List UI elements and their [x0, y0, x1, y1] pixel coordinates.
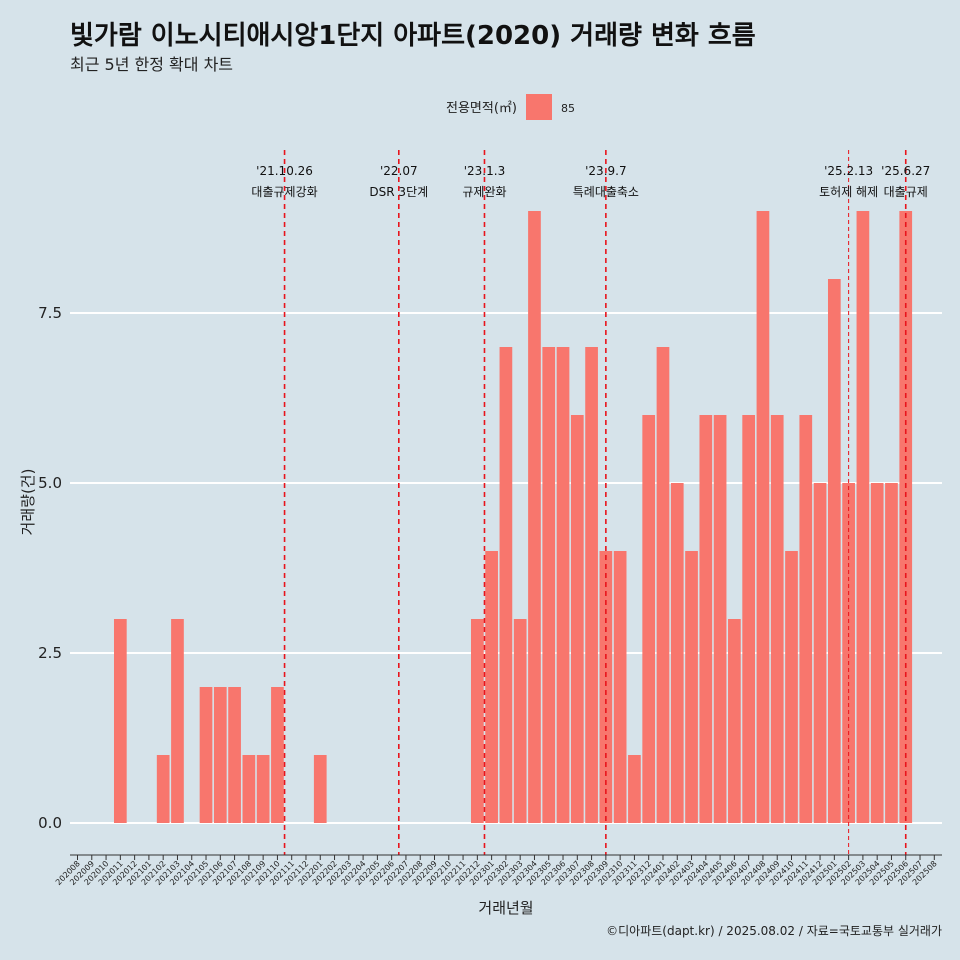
bar-202506: [899, 211, 913, 823]
y-tick-label: 2.5: [38, 644, 62, 662]
bar-202505: [885, 483, 898, 823]
bar-202408: [756, 211, 770, 823]
bar-202406: [728, 619, 741, 823]
bar-202310: [613, 551, 627, 823]
chart-title: 빛가람 이노시티애시앙1단지 아파트(2020) 거래량 변화 흐름: [70, 21, 756, 51]
bar-202407: [742, 415, 756, 823]
y-axis-label: 거래량(건): [19, 469, 37, 536]
bar-202411: [799, 415, 813, 823]
y-tick-label: 5.0: [38, 474, 62, 492]
event-label: 특례대출축소: [573, 185, 639, 199]
bar-202404: [699, 415, 713, 823]
bar-202306: [556, 347, 570, 823]
bar-202108: [242, 755, 256, 823]
bar-202201: [313, 755, 327, 823]
event-date: '23.1.3: [464, 164, 505, 178]
bar-202103: [171, 619, 184, 823]
bar-202401: [656, 347, 670, 823]
bar-202502: [842, 483, 855, 823]
bar-202301: [485, 551, 498, 823]
legend-label: 85: [561, 102, 575, 115]
bar-202302: [499, 347, 513, 823]
bar-202403: [685, 551, 698, 823]
x-axis-label: 거래년월: [478, 899, 533, 917]
event-label: 대출규제강화: [251, 185, 317, 199]
event-date: '22.07: [380, 164, 418, 178]
event-label: 규제완화: [462, 185, 506, 199]
y-tick-label: 7.5: [38, 304, 62, 322]
bar-202402: [670, 483, 684, 823]
bar-202309: [599, 551, 613, 823]
event-date: '25.6.27: [881, 164, 930, 178]
bar-202409: [770, 415, 784, 823]
bar-202102: [156, 755, 170, 823]
bar-202212: [470, 619, 484, 823]
bar-202110: [271, 687, 284, 823]
events: '21.10.26 대출규제강화 '22.07 DSR 3단계 '23.1.3 규제완화 '…: [251, 150, 930, 855]
bar-202308: [585, 347, 598, 823]
bar-202304: [528, 211, 541, 823]
bar-202311: [628, 755, 641, 823]
bar-202504: [870, 483, 884, 823]
caption: ©디아파트(dapt.kr) / 2025.08.02 / 자료=국토교통부 실…: [606, 924, 942, 938]
event-date: '25.2.13: [824, 164, 873, 178]
bar-202410: [785, 551, 798, 823]
event-label: DSR 3단계: [369, 185, 428, 199]
chart-subtitle: 최근 5년 한정 확대 차트: [70, 55, 233, 74]
bar-202109: [256, 755, 270, 823]
y-tick-label: 0.0: [38, 814, 62, 832]
event-label: 대출규제: [884, 185, 928, 199]
event-label: 토허제 해제: [819, 185, 878, 199]
bar-202106: [213, 687, 227, 823]
y-axis: 0.0 2.5 5.0 7.5: [38, 304, 62, 832]
bar-202312: [642, 415, 656, 823]
x-axis: 2020082020092020102020112020122021012021…: [54, 854, 942, 887]
bar-202503: [856, 211, 870, 823]
event-date: '21.10.26: [256, 164, 313, 178]
bar-202107: [228, 687, 241, 823]
bar-202303: [513, 619, 527, 823]
bar-202305: [542, 347, 556, 823]
legend-title: 전용면적(㎡): [446, 101, 517, 116]
bar-202501: [827, 279, 841, 823]
bar-202307: [570, 415, 584, 823]
bar-202405: [713, 415, 727, 823]
legend-swatch: [526, 94, 552, 120]
bars: [113, 211, 913, 823]
bar-202011: [113, 619, 127, 823]
bar-202105: [199, 687, 213, 823]
event-date: '23.9.7: [585, 164, 626, 178]
bar-202412: [813, 483, 827, 823]
